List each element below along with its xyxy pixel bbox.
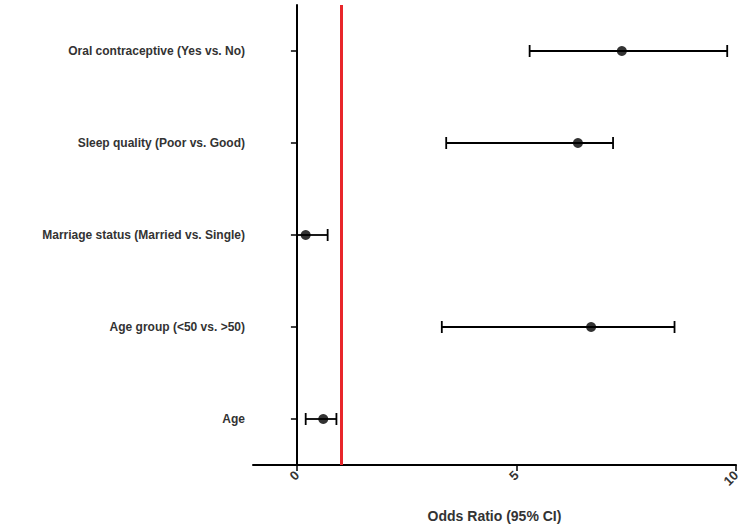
svg-text:Oral contraceptive (Yes vs. No: Oral contraceptive (Yes vs. No) <box>68 44 245 58</box>
svg-text:10: 10 <box>720 468 741 489</box>
svg-text:Age group (<50 vs. >50): Age group (<50 vs. >50) <box>110 320 245 334</box>
svg-text:0: 0 <box>286 468 302 484</box>
svg-text:5: 5 <box>506 468 522 484</box>
svg-text:Sleep quality (Poor vs. Good): Sleep quality (Poor vs. Good) <box>78 136 245 150</box>
svg-text:Odds Ratio (95% CI): Odds Ratio (95% CI) <box>428 508 562 524</box>
svg-text:Marriage status (Married vs. S: Marriage status (Married vs. Single) <box>42 228 245 242</box>
svg-text:Age: Age <box>222 412 245 426</box>
